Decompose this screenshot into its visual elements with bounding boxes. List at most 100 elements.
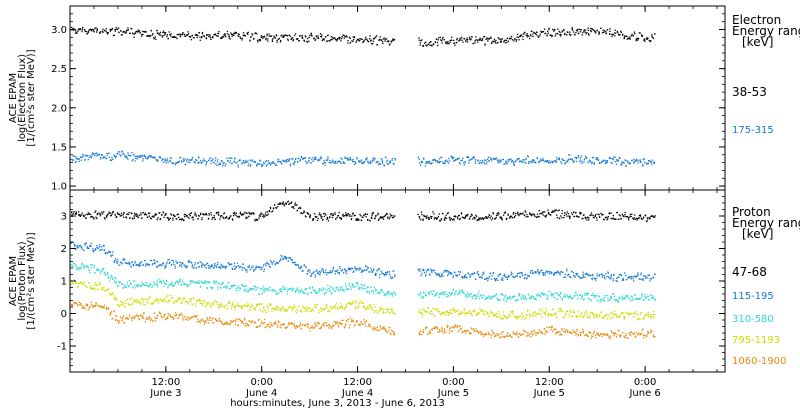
data-point: [488, 295, 490, 298]
data-point: [313, 159, 315, 161]
data-point: [425, 217, 428, 219]
data-point: [147, 298, 149, 300]
data-point: [239, 160, 241, 162]
data-point: [264, 215, 266, 217]
data-point: [307, 307, 309, 310]
data-point: [358, 161, 360, 163]
data-point: [101, 211, 103, 213]
data-point: [93, 29, 95, 31]
data-point: [494, 40, 496, 42]
data-point: [294, 204, 296, 206]
data-point: [507, 297, 509, 300]
data-point: [420, 274, 422, 277]
data-point: [459, 289, 461, 291]
data-point: [97, 247, 99, 249]
data-point: [80, 246, 82, 249]
data-point: [175, 281, 177, 283]
data-point: [626, 160, 629, 162]
data-point: [286, 161, 288, 163]
data-point: [435, 308, 438, 310]
data-point: [225, 285, 227, 287]
data-point: [598, 32, 600, 34]
data-point: [272, 208, 275, 210]
data-point: [346, 157, 349, 159]
data-point: [360, 215, 362, 217]
data-point: [329, 291, 331, 293]
data-point: [366, 291, 368, 293]
data-point: [421, 273, 423, 275]
data-point: [273, 204, 276, 206]
data-point: [334, 308, 336, 310]
data-point: [282, 201, 284, 203]
data-point: [646, 37, 648, 39]
data-point: [391, 217, 394, 219]
data-point: [200, 300, 203, 302]
data-point: [466, 37, 468, 39]
data-point: [103, 245, 105, 247]
data-point: [548, 313, 550, 315]
data-point: [108, 280, 111, 282]
data-point: [167, 301, 169, 303]
data-point: [244, 304, 247, 306]
data-point: [575, 273, 577, 275]
data-point: [98, 212, 100, 214]
data-point: [614, 298, 616, 301]
data-point: [76, 247, 79, 249]
data-point: [394, 157, 396, 160]
data-point: [171, 296, 173, 299]
data-point: [584, 31, 586, 33]
data-point: [563, 214, 566, 217]
data-point: [199, 300, 201, 302]
data-point: [282, 285, 284, 288]
data-point: [184, 158, 186, 160]
data-point: [150, 259, 152, 262]
data-point: [430, 44, 433, 46]
data-point: [125, 286, 127, 288]
data-point: [82, 214, 84, 217]
data-point: [455, 290, 457, 293]
data-point: [106, 289, 108, 291]
data-point: [607, 276, 610, 278]
data-point: [71, 211, 73, 213]
data-point: [332, 214, 334, 216]
data-point: [219, 305, 221, 308]
data-point: [96, 29, 98, 31]
data-point: [364, 288, 366, 290]
data-point: [248, 211, 250, 214]
data-point: [622, 33, 624, 35]
data-point: [451, 39, 453, 41]
data-point: [369, 292, 371, 294]
data-point: [92, 247, 94, 250]
data-point: [604, 297, 606, 299]
data-point: [635, 39, 637, 42]
data-point: [438, 310, 440, 313]
data-point: [191, 265, 193, 268]
data-point: [596, 219, 598, 221]
data-point: [201, 263, 204, 265]
data-point: [207, 281, 209, 284]
data-point: [633, 162, 635, 164]
data-point: [133, 281, 135, 283]
data-point: [597, 299, 599, 302]
data-point: [605, 217, 607, 219]
data-point: [166, 217, 169, 219]
data-point: [162, 31, 164, 34]
data-point: [362, 302, 364, 304]
data-point: [191, 264, 194, 266]
data-point: [302, 307, 304, 309]
data-point: [165, 263, 168, 265]
data-point: [288, 203, 290, 205]
data-point: [180, 264, 182, 266]
data-point: [637, 274, 639, 277]
data-point: [389, 271, 391, 273]
data-point: [109, 251, 111, 253]
data-point: [424, 311, 427, 313]
data-point: [349, 158, 352, 160]
data-point: [629, 38, 631, 40]
data-point: [209, 267, 211, 269]
data-point: [293, 207, 295, 209]
data-point: [558, 157, 560, 159]
data-point: [424, 294, 427, 296]
data-point: [203, 34, 205, 37]
data-point: [302, 270, 304, 272]
